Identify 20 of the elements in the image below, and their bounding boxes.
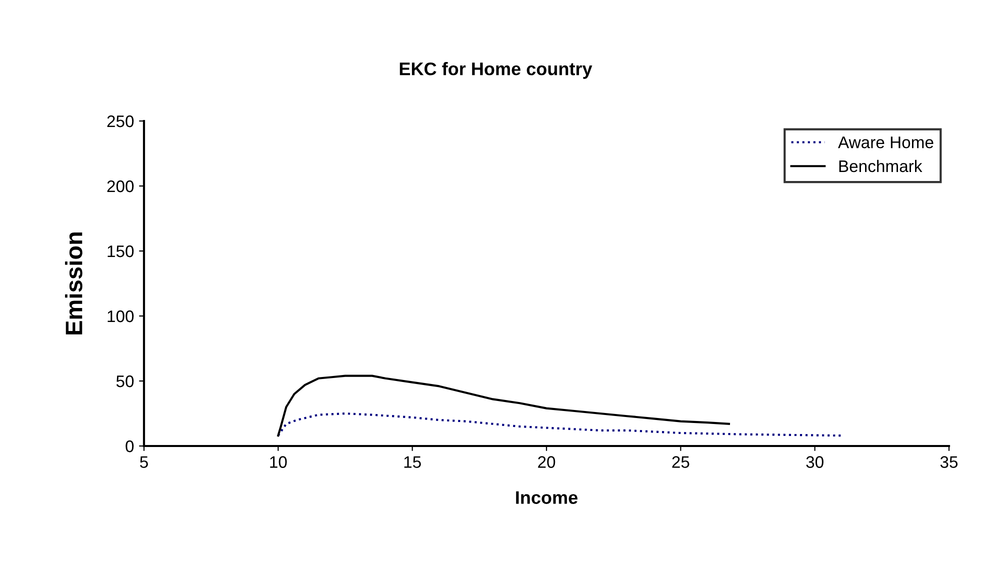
- legend-label: Benchmark: [839, 160, 922, 172]
- line-series: [277, 374, 730, 437]
- x-tick-label: 10: [270, 456, 287, 468]
- chart-title: EKC for Home country: [400, 62, 592, 79]
- x-tick-label: 5: [140, 456, 148, 468]
- y-tick-label: 0: [126, 440, 134, 452]
- x-tick-label: 35: [940, 456, 958, 468]
- x-tick-label: 25: [672, 456, 690, 468]
- x-axis-title: Income: [516, 491, 578, 504]
- x-tick-label: 30: [806, 456, 824, 468]
- y-tick-label: 150: [108, 245, 134, 258]
- y-tick-label: 50: [116, 375, 134, 388]
- y-axis-title: Emission: [65, 232, 82, 334]
- x-tick-label: 15: [404, 456, 421, 468]
- y-tick-label: 100: [108, 310, 134, 322]
- x-tick-label: 20: [538, 456, 556, 468]
- line-series: [277, 412, 843, 437]
- legend-label: Aware Home: [838, 136, 934, 148]
- y-tick-label: 250: [107, 115, 134, 128]
- y-tick-label: 200: [107, 180, 134, 192]
